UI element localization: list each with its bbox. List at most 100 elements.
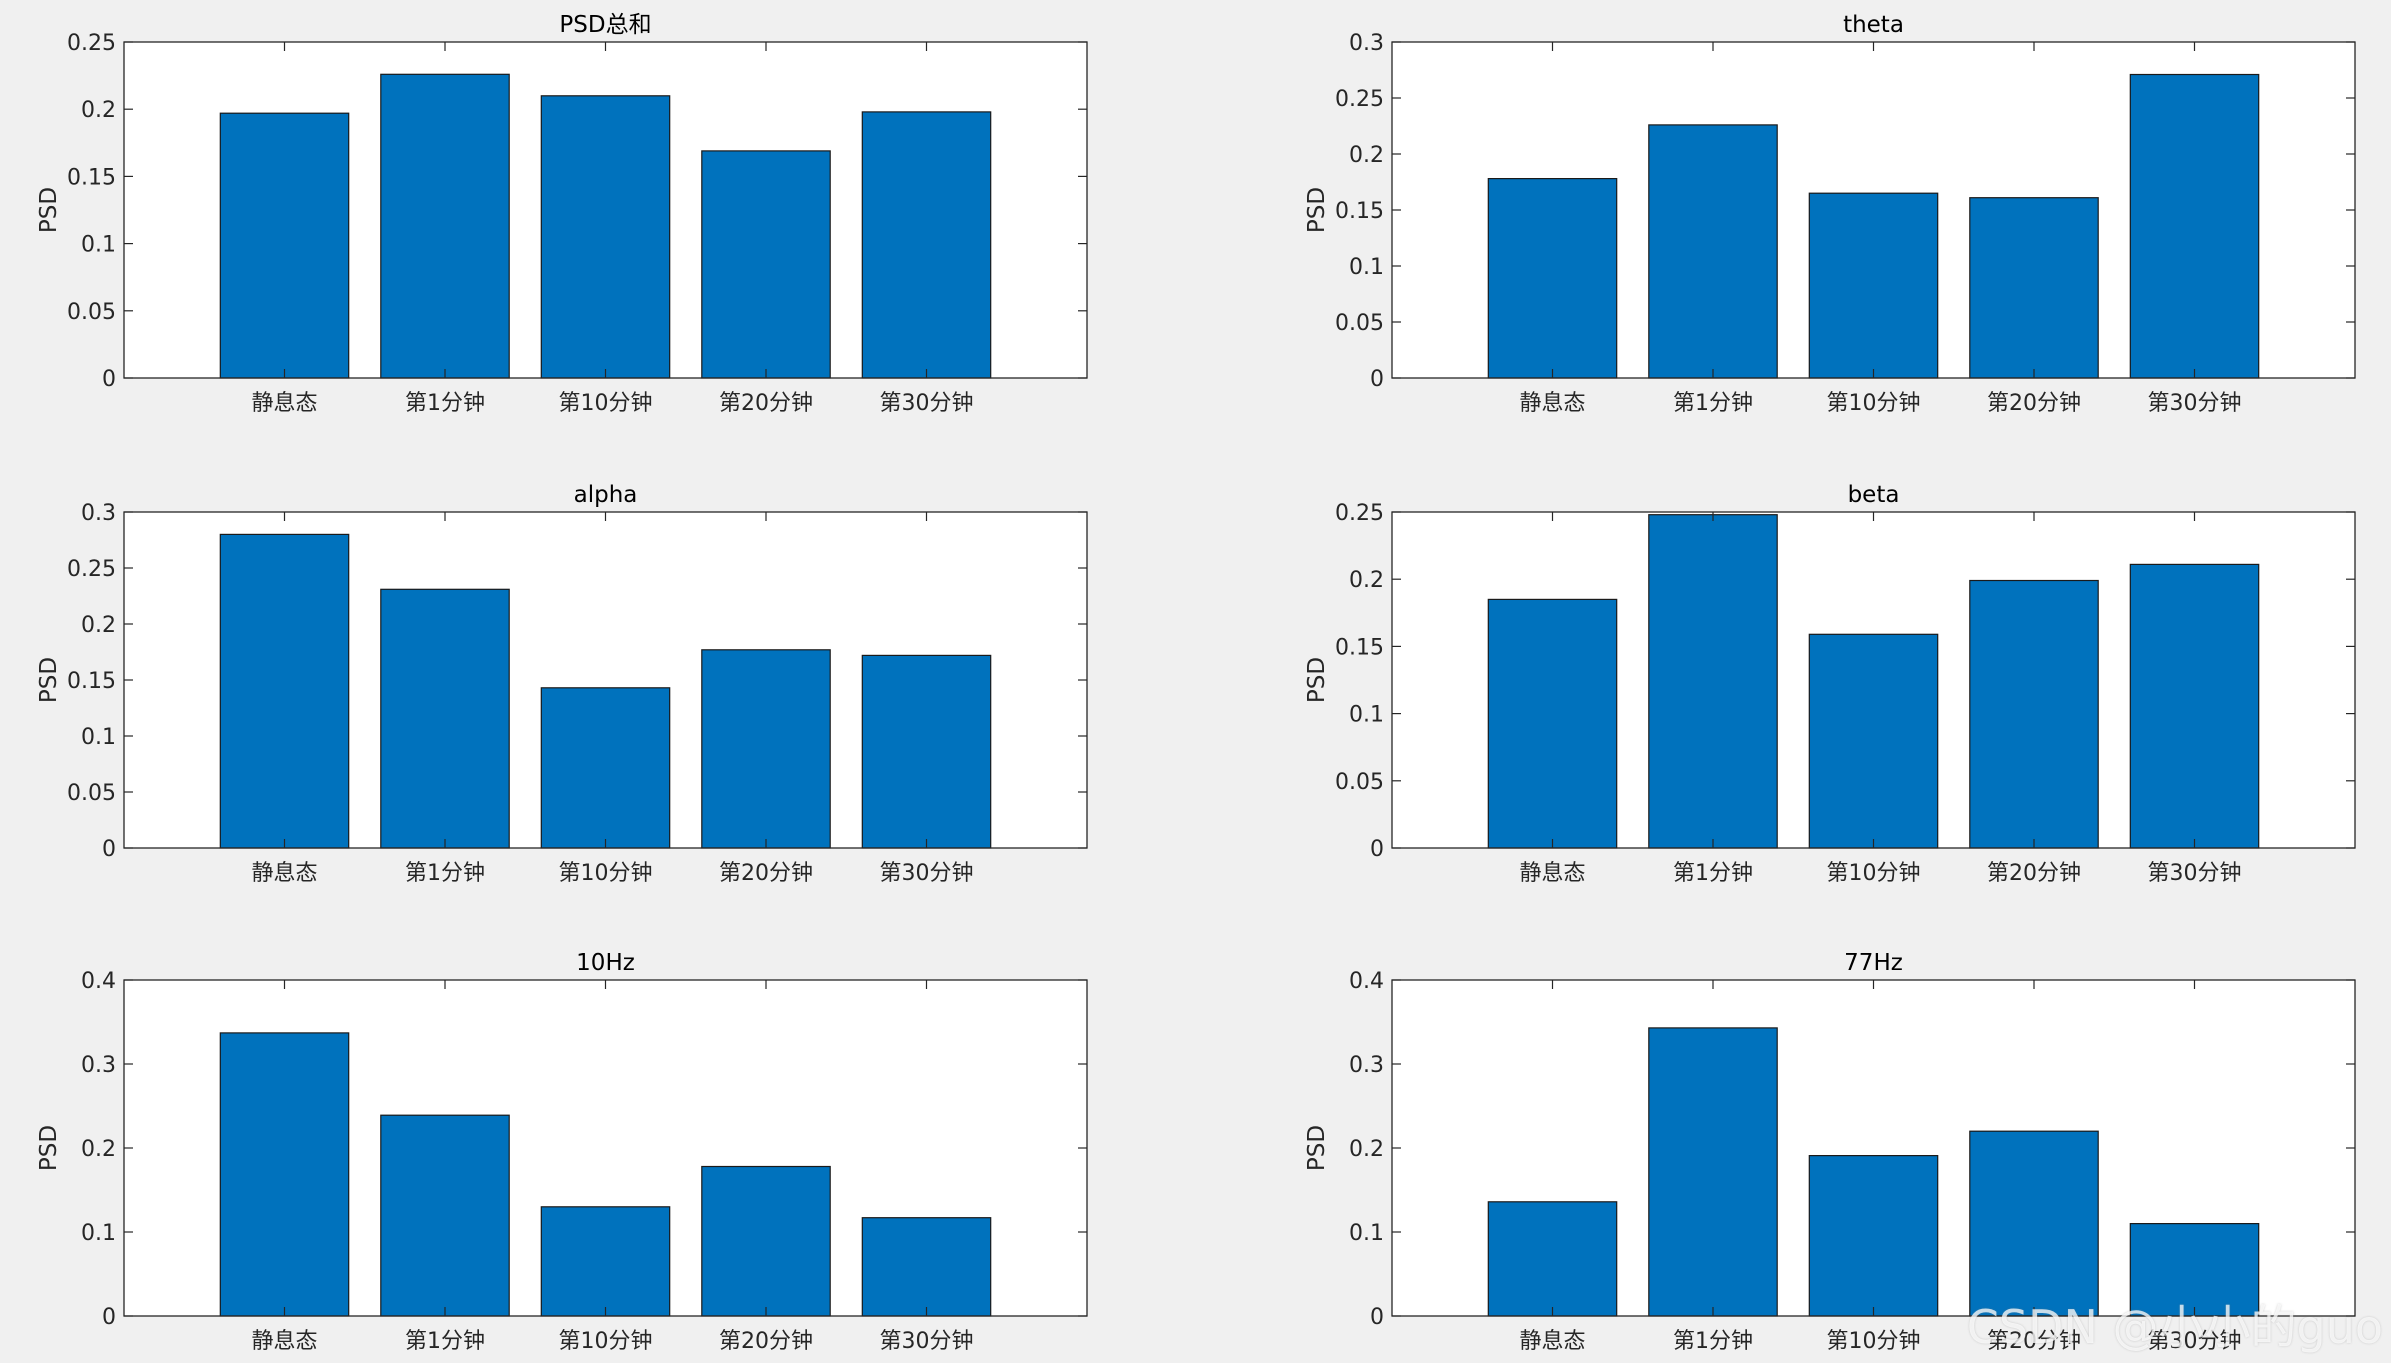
y-tick-label: 0.2 [81,1137,116,1162]
bar-4 [2129,563,2260,849]
x-tick-label: 第30分钟 [880,861,974,886]
x-tick-label: 第1分钟 [1673,391,1753,416]
bar-3 [1969,1130,2099,1317]
x-tick-label: 第1分钟 [1673,861,1753,886]
bar-4 [861,654,992,849]
y-tick-label: 0.05 [67,300,116,325]
y-tick-label: 0.05 [67,781,116,806]
chart-title: beta [1848,482,1900,508]
y-tick-label: 0.1 [81,1221,116,1246]
bar-0 [1487,178,1618,379]
x-tick-label: 第10分钟 [559,391,653,416]
y-tick-label: 0.1 [1349,1221,1384,1246]
chart-title: alpha [574,482,638,508]
y-axis-label: PSD [36,187,62,233]
y-tick-label: 0.1 [1349,255,1384,280]
bar-2 [1808,192,1939,379]
bar-0 [219,1032,350,1317]
chart-4: 0 0.1 0.2 0.3 0.4 静息态 第1分钟 第10分钟 第20分钟 第30分钟 10Hz P… [36,950,1088,1354]
bar-2 [540,95,671,379]
bar-1 [380,73,510,379]
y-tick-label: 0 [102,1305,116,1330]
y-tick-label: 0.4 [81,969,116,994]
x-tick-label: 第10分钟 [1827,861,1921,886]
bar-1 [380,588,510,849]
x-tick-label: 静息态 [1519,1329,1585,1354]
y-axis-label: PSD [36,657,62,703]
y-tick-label: 0.1 [1349,703,1384,728]
y-tick-label: 0.05 [1335,311,1384,336]
bar-3 [701,150,831,379]
x-tick-label: 第20分钟 [719,861,813,886]
chart-title: 10Hz [576,950,635,976]
x-tick-label: 第1分钟 [1673,1329,1753,1354]
y-tick-label: 0.15 [1335,199,1384,224]
y-tick-label: 0 [102,367,116,392]
bar-1 [1648,514,1778,849]
y-tick-label: 0.3 [81,501,116,526]
bar-3 [1969,579,2099,849]
x-tick-label: 第10分钟 [559,1329,653,1354]
y-tick-label: 0.3 [1349,31,1384,56]
y-tick-label: 0.2 [1349,1137,1384,1162]
y-tick-label: 0 [1370,837,1384,862]
y-tick-label: 0.2 [1349,568,1384,593]
x-tick-label: 第20分钟 [719,391,813,416]
y-tick-label: 0.25 [1335,501,1384,526]
x-tick-label: 第10分钟 [1827,1329,1921,1354]
x-tick-label: 静息态 [1519,861,1585,886]
chart-2: 0 0.05 0.1 0.15 0.2 0.25 0.3 静息态 第1分钟 第10分钟 第20分钟 第… [36,482,1088,886]
chart-title: theta [1843,12,1904,38]
x-tick-label: 静息态 [1519,391,1585,416]
x-tick-label: 第30分钟 [2148,861,2242,886]
y-tick-label: 0 [102,837,116,862]
bar-1 [1648,1027,1778,1317]
bar-1 [380,1114,510,1317]
x-tick-label: 第30分钟 [2148,1329,2242,1354]
chart-3: 0 0.05 0.1 0.15 0.2 0.25 静息态 第1分钟 第10分钟 第20分钟 第30分… [1304,482,2356,886]
y-tick-label: 0 [1370,367,1384,392]
bar-4 [2129,73,2260,379]
x-tick-label: 静息态 [251,391,317,416]
bar-0 [1487,1201,1618,1317]
x-tick-label: 第20分钟 [1987,391,2081,416]
bar-0 [1487,598,1618,849]
y-axis-label: PSD [36,1125,62,1171]
bar-3 [701,649,831,849]
y-tick-label: 0.15 [67,669,116,694]
x-tick-label: 第10分钟 [559,861,653,886]
watermark: CSDN @小小的guo [1966,1300,2383,1354]
bar-2 [1808,1154,1939,1317]
y-axis-label: PSD [1304,187,1330,233]
y-tick-label: 0.4 [1349,969,1384,994]
bar-4 [861,111,992,379]
y-tick-label: 0.25 [67,557,116,582]
x-tick-label: 第20分钟 [1987,861,2081,886]
x-tick-label: 静息态 [251,861,317,886]
y-tick-label: 0.1 [81,233,116,258]
x-tick-label: 第30分钟 [880,1329,974,1354]
bar-2 [540,1206,671,1317]
bar-0 [219,533,350,849]
chart-title: PSD总和 [559,12,651,38]
chart-title: 77Hz [1844,950,1903,976]
bar-1 [1648,124,1778,379]
y-tick-label: 0.1 [81,725,116,750]
y-tick-label: 0.3 [1349,1053,1384,1078]
x-tick-label: 第10分钟 [1827,391,1921,416]
x-tick-label: 第30分钟 [2148,391,2242,416]
y-tick-label: 0.25 [1335,87,1384,112]
x-tick-label: 第1分钟 [405,1329,485,1354]
x-tick-label: 第30分钟 [880,391,974,416]
x-tick-label: 第1分钟 [405,861,485,886]
y-tick-label: 0.3 [81,1053,116,1078]
y-tick-label: 0.25 [67,31,116,56]
y-tick-label: 0.2 [81,613,116,638]
y-axis-label: PSD [1304,657,1330,703]
y-tick-label: 0.05 [1335,770,1384,795]
y-tick-label: 0.15 [67,165,116,190]
y-tick-label: 0 [1370,1305,1384,1330]
x-tick-label: 静息态 [251,1329,317,1354]
chart-1: 0 0.05 0.1 0.15 0.2 0.25 0.3 静息态 第1分钟 第10分钟 第20分钟 第… [1304,12,2356,416]
